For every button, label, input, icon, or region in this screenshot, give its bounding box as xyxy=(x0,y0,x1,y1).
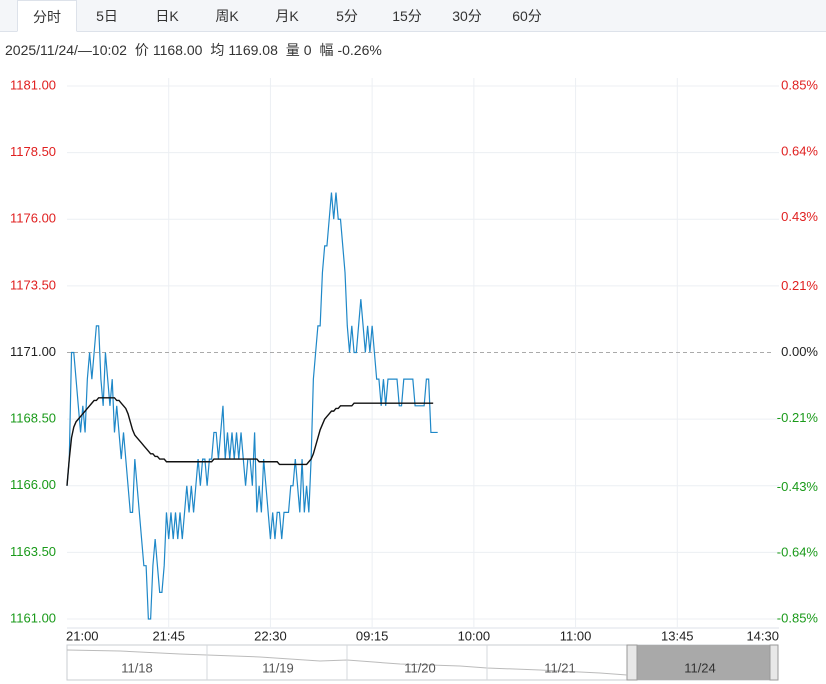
x-tick-label: 11:00 xyxy=(560,628,592,643)
x-tick-label: 22:30 xyxy=(254,628,287,643)
y2-tick-label: 0.85% xyxy=(781,77,818,92)
tab[interactable]: 30分 xyxy=(452,8,482,24)
navigator-label: 11/18 xyxy=(121,660,153,675)
navigator-handle[interactable] xyxy=(769,644,779,681)
y-tick-label: 1171.00 xyxy=(10,344,56,359)
info-time: 2025/11/24/—10:02 xyxy=(5,42,127,58)
y2-tick-label: -0.64% xyxy=(777,545,819,560)
navigator-label: 11/24 xyxy=(684,660,716,675)
tab[interactable]: 分时 xyxy=(17,0,77,32)
info-avg: 1169.08 xyxy=(228,42,278,58)
tab[interactable]: 15分 xyxy=(392,8,422,24)
info-vol: 0 xyxy=(303,42,312,58)
tab[interactable]: 5日 xyxy=(96,8,118,24)
y-tick-label: 1168.50 xyxy=(10,411,56,426)
info-label: 量 xyxy=(285,42,300,58)
tab-bar: 分时 5日 日K 周K 月K 5分 15分 30分 60分 xyxy=(0,0,826,32)
y2-tick-label: 0.21% xyxy=(781,278,818,293)
y-tick-label: 1176.00 xyxy=(10,211,56,226)
navigator-label: 11/21 xyxy=(544,660,576,675)
navigator-handle[interactable] xyxy=(626,644,638,681)
navigator-label: 11/19 xyxy=(262,660,294,675)
y2-tick-label: -0.21% xyxy=(777,410,819,425)
price-line xyxy=(66,192,438,620)
tab[interactable]: 日K xyxy=(155,8,179,24)
y-tick-label: 1173.50 xyxy=(10,277,56,292)
x-tick-label: 14:30 xyxy=(746,628,779,643)
x-tick-label: 09:15 xyxy=(356,628,389,643)
x-tick-label: 21:45 xyxy=(152,628,185,643)
tab[interactable]: 月K xyxy=(275,8,299,24)
y2-tick-label: -0.43% xyxy=(777,479,819,494)
y-tick-label: 1178.50 xyxy=(10,144,56,159)
y-tick-label: 1181.00 xyxy=(10,77,56,92)
info-label: 幅 xyxy=(319,42,334,58)
y2-tick-label: -0.85% xyxy=(777,610,819,625)
y-tick-label: 1163.50 xyxy=(10,544,56,559)
x-tick-label: 10:00 xyxy=(458,628,491,643)
info-label: 均 xyxy=(210,42,225,58)
navigator-selection xyxy=(637,645,770,680)
y2-tick-label: 0.43% xyxy=(781,209,818,224)
tab[interactable]: 5分 xyxy=(336,8,358,24)
y2-tick-label: 0.64% xyxy=(781,143,818,158)
info-label: 价 xyxy=(134,42,149,58)
y-tick-label: 1166.00 xyxy=(10,477,56,492)
navigator-label: 11/20 xyxy=(404,660,436,675)
tab[interactable]: 60分 xyxy=(512,8,542,24)
y2-tick-label: 0.00% xyxy=(781,344,818,359)
info-chg: -0.26% xyxy=(337,42,382,58)
x-tick-label: 21:00 xyxy=(66,628,99,643)
average-line xyxy=(66,397,434,486)
y-tick-label: 1161.00 xyxy=(10,610,56,625)
tab[interactable]: 周K xyxy=(215,8,239,24)
x-tick-label: 13:45 xyxy=(661,628,694,643)
info-price: 1168.00 xyxy=(152,42,203,58)
